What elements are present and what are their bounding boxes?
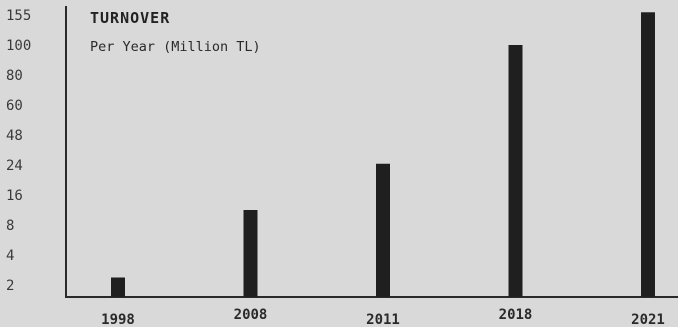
y-tick-label: 2 <box>6 278 14 294</box>
bar-2018 <box>508 45 523 297</box>
y-tick-label: 100 <box>6 38 31 54</box>
bar-1998 <box>111 277 125 297</box>
y-tick-label: 80 <box>6 68 23 84</box>
x-tick-label-2021: 2021 <box>631 312 665 327</box>
x-tick-label-2008: 2008 <box>234 307 268 323</box>
y-tick-label: 60 <box>6 98 23 114</box>
y-tick-label: 24 <box>6 158 23 174</box>
y-tick-label: 48 <box>6 128 23 144</box>
bar-2008 <box>243 210 258 297</box>
y-tick-label: 16 <box>6 188 23 204</box>
x-tick-label-2011: 2011 <box>366 312 400 327</box>
x-tick-labels: 1998 2008 2011 2018 2021 <box>101 307 665 327</box>
bar-2011 <box>376 163 390 297</box>
bars <box>111 12 655 297</box>
bar-2021 <box>641 12 655 297</box>
y-tick-label: 4 <box>6 248 14 264</box>
y-tick-label: 8 <box>6 218 14 234</box>
chart-title: TURNOVER <box>90 9 170 27</box>
x-tick-label-1998: 1998 <box>101 312 135 327</box>
y-tick-label: 155 <box>6 8 31 24</box>
x-tick-label-2018: 2018 <box>499 307 533 323</box>
chart-subtitle: Per Year (Million TL) <box>90 39 261 55</box>
